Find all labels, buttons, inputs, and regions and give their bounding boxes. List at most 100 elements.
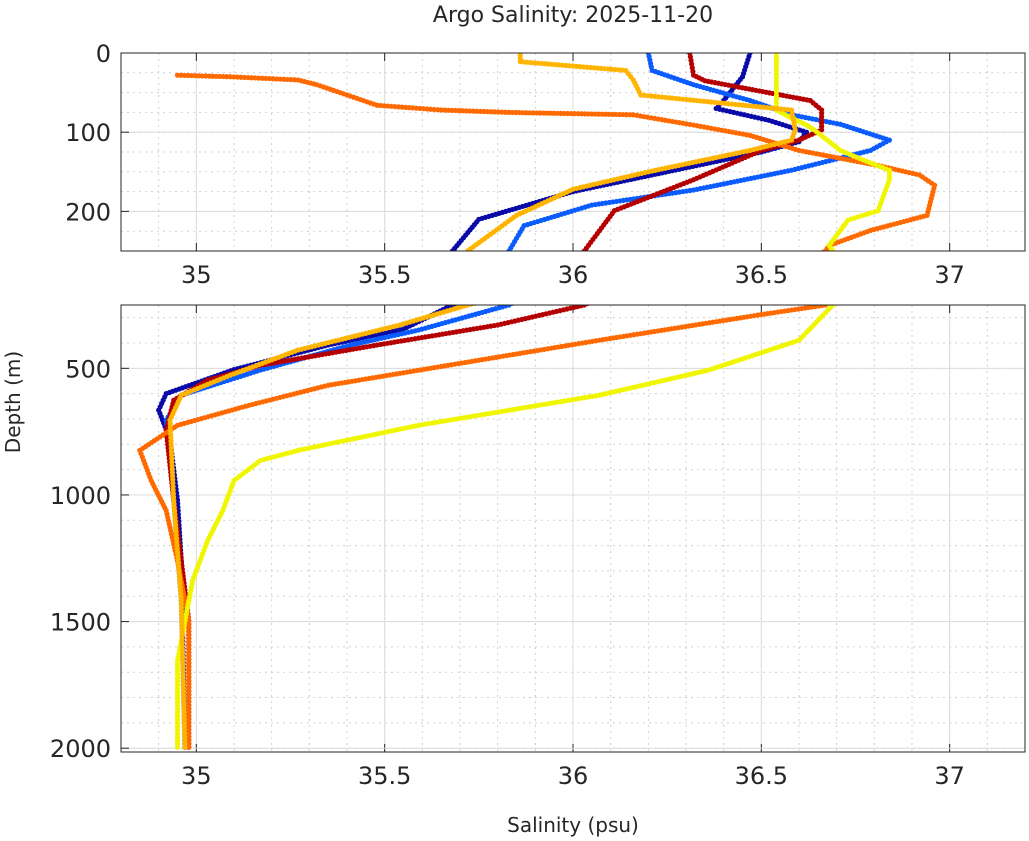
data-point	[428, 282, 433, 287]
y-axis-label: Depth (m)	[1, 351, 25, 453]
data-point	[435, 272, 440, 277]
data-point	[424, 289, 429, 294]
data-point	[773, 85, 780, 92]
data-point	[518, 296, 523, 301]
data-point	[463, 297, 468, 302]
data-point	[800, 259, 805, 264]
y-tick-label: 2000	[50, 735, 111, 763]
y-tick-label: 1500	[50, 609, 111, 637]
data-point	[451, 297, 456, 302]
data-point	[444, 268, 449, 273]
data-point	[440, 263, 445, 268]
data-point	[466, 296, 471, 301]
data-point	[515, 298, 520, 303]
data-point	[534, 283, 539, 288]
data-point	[822, 248, 828, 251]
data-point	[421, 289, 426, 294]
data-point	[517, 295, 522, 300]
y-tick-label: 200	[65, 198, 111, 226]
data-point	[426, 284, 431, 289]
data-point	[512, 299, 517, 304]
data-point	[515, 297, 520, 302]
data-point	[612, 289, 617, 294]
data-point	[581, 248, 587, 251]
data-point	[500, 294, 505, 299]
data-point	[476, 292, 481, 297]
series-float-5	[773, 53, 893, 293]
data-point	[427, 283, 432, 288]
series-float-6	[167, 292, 515, 750]
data-point	[439, 272, 444, 277]
data-point	[824, 268, 829, 273]
data-point	[512, 299, 517, 304]
data-point	[576, 252, 581, 257]
data-point	[486, 298, 491, 303]
data-point	[818, 288, 823, 293]
data-layer	[174, 53, 938, 304]
data-point	[456, 292, 461, 297]
data-point	[821, 278, 826, 283]
data-point	[418, 292, 423, 297]
data-point	[825, 265, 830, 270]
data-point	[436, 275, 441, 280]
data-point	[819, 285, 824, 290]
data-point	[773, 100, 780, 106]
x-tick-label: 37	[934, 261, 965, 289]
data-point	[773, 78, 780, 84]
data-point	[520, 293, 525, 298]
data-point	[459, 290, 464, 295]
data-point	[605, 292, 610, 297]
y-tick-label: 100	[65, 119, 111, 147]
data-point	[464, 285, 469, 290]
data-point	[826, 262, 831, 267]
data-point	[413, 297, 418, 302]
data-point	[510, 292, 515, 297]
data-point	[488, 265, 493, 270]
data-point	[469, 281, 474, 286]
data-point	[174, 744, 181, 750]
data-point	[526, 289, 531, 294]
x-tick-label: 35	[181, 261, 212, 289]
data-point	[496, 295, 501, 300]
data-point	[431, 277, 436, 282]
data-point	[803, 257, 808, 262]
data-point	[573, 254, 578, 259]
y-tick-label: 500	[65, 355, 111, 383]
data-point	[433, 274, 438, 279]
data-point	[830, 248, 836, 251]
series-float-6	[413, 53, 798, 302]
data-point	[545, 275, 550, 280]
data-point	[521, 294, 526, 299]
data-point	[452, 260, 457, 265]
data-point	[423, 287, 428, 292]
data-point	[460, 299, 465, 304]
data-point	[490, 262, 495, 267]
data-point	[448, 299, 453, 304]
data-point	[461, 288, 466, 293]
data-point	[813, 253, 818, 258]
data-point	[588, 300, 593, 305]
data-point	[501, 253, 506, 258]
data-point	[498, 255, 503, 260]
data-point	[773, 93, 780, 99]
data-point	[474, 276, 479, 281]
data-point	[489, 297, 494, 302]
data-point	[503, 293, 508, 298]
data-point	[595, 297, 600, 302]
data-point	[822, 275, 827, 280]
data-point	[449, 263, 454, 268]
data-point	[448, 251, 453, 256]
x-tick-label: 35	[181, 762, 212, 790]
data-point	[523, 291, 528, 296]
data-point	[460, 253, 465, 258]
lower-panel: 35 35.5 36 36.5 37 500 1000 1500 2000	[50, 289, 1026, 790]
y-tick-label: 0	[96, 40, 111, 68]
data-point	[507, 293, 512, 298]
data-point	[602, 294, 607, 299]
data-point	[420, 295, 425, 300]
data-point	[810, 254, 815, 259]
data-point	[186, 744, 192, 750]
x-tick-label: 36.5	[735, 261, 788, 289]
data-point	[422, 292, 427, 297]
